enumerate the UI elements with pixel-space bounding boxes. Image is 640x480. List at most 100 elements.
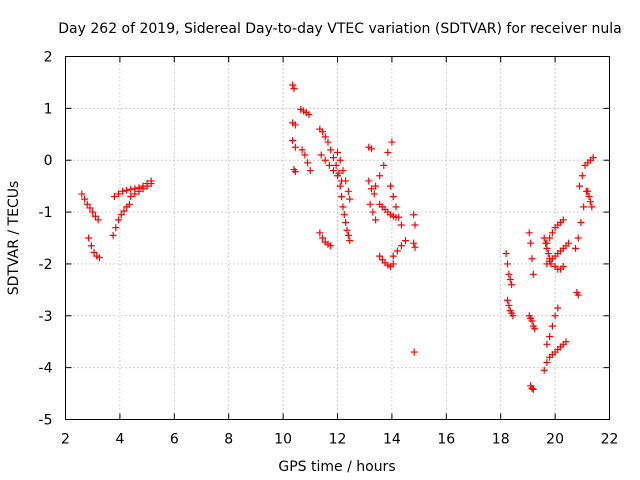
series-arc11 [298, 146, 314, 175]
series-arc16 [336, 182, 354, 245]
data-point [139, 185, 147, 193]
data-point [506, 275, 514, 283]
x-tick-label: 20 [546, 432, 564, 448]
data-point [338, 193, 346, 201]
series-arc19 [366, 200, 380, 224]
data-point [546, 234, 554, 242]
data-point [389, 260, 397, 268]
y-tick-label: -2 [39, 257, 53, 273]
x-tick-label: 2 [61, 432, 70, 448]
series-arc40 [572, 187, 590, 252]
series-arc35 [543, 239, 573, 268]
data-point [388, 138, 396, 146]
y-tick-labels: 2 1 0 -1 -2 -3 -4 -5 [39, 50, 53, 429]
data-point [109, 231, 117, 239]
data-point [505, 301, 513, 309]
data-point [342, 177, 350, 185]
data-point [89, 208, 97, 216]
x-tick-label: 8 [224, 432, 233, 448]
data-point [96, 254, 103, 262]
data-point [559, 263, 567, 271]
data-point [559, 216, 567, 224]
series-arc6 [289, 81, 298, 93]
data-point [504, 296, 511, 304]
series-arc30 [525, 229, 537, 278]
data-point [585, 193, 593, 201]
data-point [543, 340, 551, 348]
data-point [319, 128, 327, 136]
data-point [91, 212, 99, 220]
data-point [588, 203, 596, 211]
data-point [291, 143, 299, 151]
data-points [78, 81, 597, 393]
y-tick-label: -3 [39, 309, 53, 325]
data-point [543, 358, 551, 366]
data-point [319, 234, 327, 242]
series-arc18 [365, 177, 378, 198]
data-point [340, 211, 348, 219]
data-point [81, 195, 89, 203]
data-point [528, 255, 536, 263]
data-point [298, 146, 306, 154]
data-point [365, 177, 373, 185]
data-point [143, 182, 151, 190]
data-point [131, 190, 139, 198]
data-point [321, 156, 329, 164]
x-tick-label: 4 [115, 432, 124, 448]
data-point [368, 145, 375, 153]
data-point [577, 218, 585, 226]
x-tick-label: 22 [601, 432, 619, 448]
data-point [380, 161, 388, 169]
data-point [544, 250, 552, 258]
data-point [395, 213, 403, 221]
x-tick-labels: 2 4 6 8 10 12 14 16 18 20 22 [61, 432, 618, 448]
data-point [540, 366, 548, 374]
series-arc29 [504, 296, 517, 320]
data-point [372, 182, 380, 190]
grid-lines [65, 56, 610, 420]
data-point [327, 242, 335, 250]
data-point [505, 270, 513, 278]
data-point [393, 247, 401, 255]
data-point [392, 203, 400, 211]
series-arc33 [540, 234, 555, 268]
y-axis-label: SDTVAR / TECUs [6, 181, 22, 296]
series-arc14 [316, 229, 335, 250]
y-tick-label: -4 [39, 361, 53, 377]
data-point [94, 216, 102, 224]
data-point [135, 187, 143, 195]
series-arc24 [389, 237, 409, 260]
data-point [83, 200, 91, 208]
data-point [546, 333, 554, 341]
data-point [321, 133, 329, 141]
data-point [291, 168, 299, 176]
data-point [376, 172, 384, 180]
series-arc26 [410, 239, 419, 251]
data-point [336, 182, 344, 190]
data-point [543, 239, 551, 247]
x-tick-label: 12 [329, 432, 347, 448]
data-point [387, 182, 395, 190]
data-point [327, 146, 335, 154]
data-point [502, 250, 510, 258]
series-arc15 [334, 148, 354, 203]
data-point [411, 243, 419, 251]
data-point [110, 193, 118, 201]
y-tick-label: -5 [39, 413, 53, 429]
data-point [125, 200, 133, 208]
data-point [289, 81, 297, 89]
data-point [127, 193, 135, 201]
data-point [332, 161, 340, 169]
series-arc25 [410, 211, 419, 229]
data-point [376, 252, 384, 260]
data-point [548, 229, 556, 237]
data-point [87, 242, 95, 250]
data-point [306, 167, 314, 175]
data-point [574, 234, 582, 242]
data-point [316, 229, 324, 237]
series-arc32 [527, 382, 537, 393]
series-arc7 [289, 119, 299, 129]
x-tick-label: 18 [492, 432, 510, 448]
data-point [589, 154, 597, 162]
